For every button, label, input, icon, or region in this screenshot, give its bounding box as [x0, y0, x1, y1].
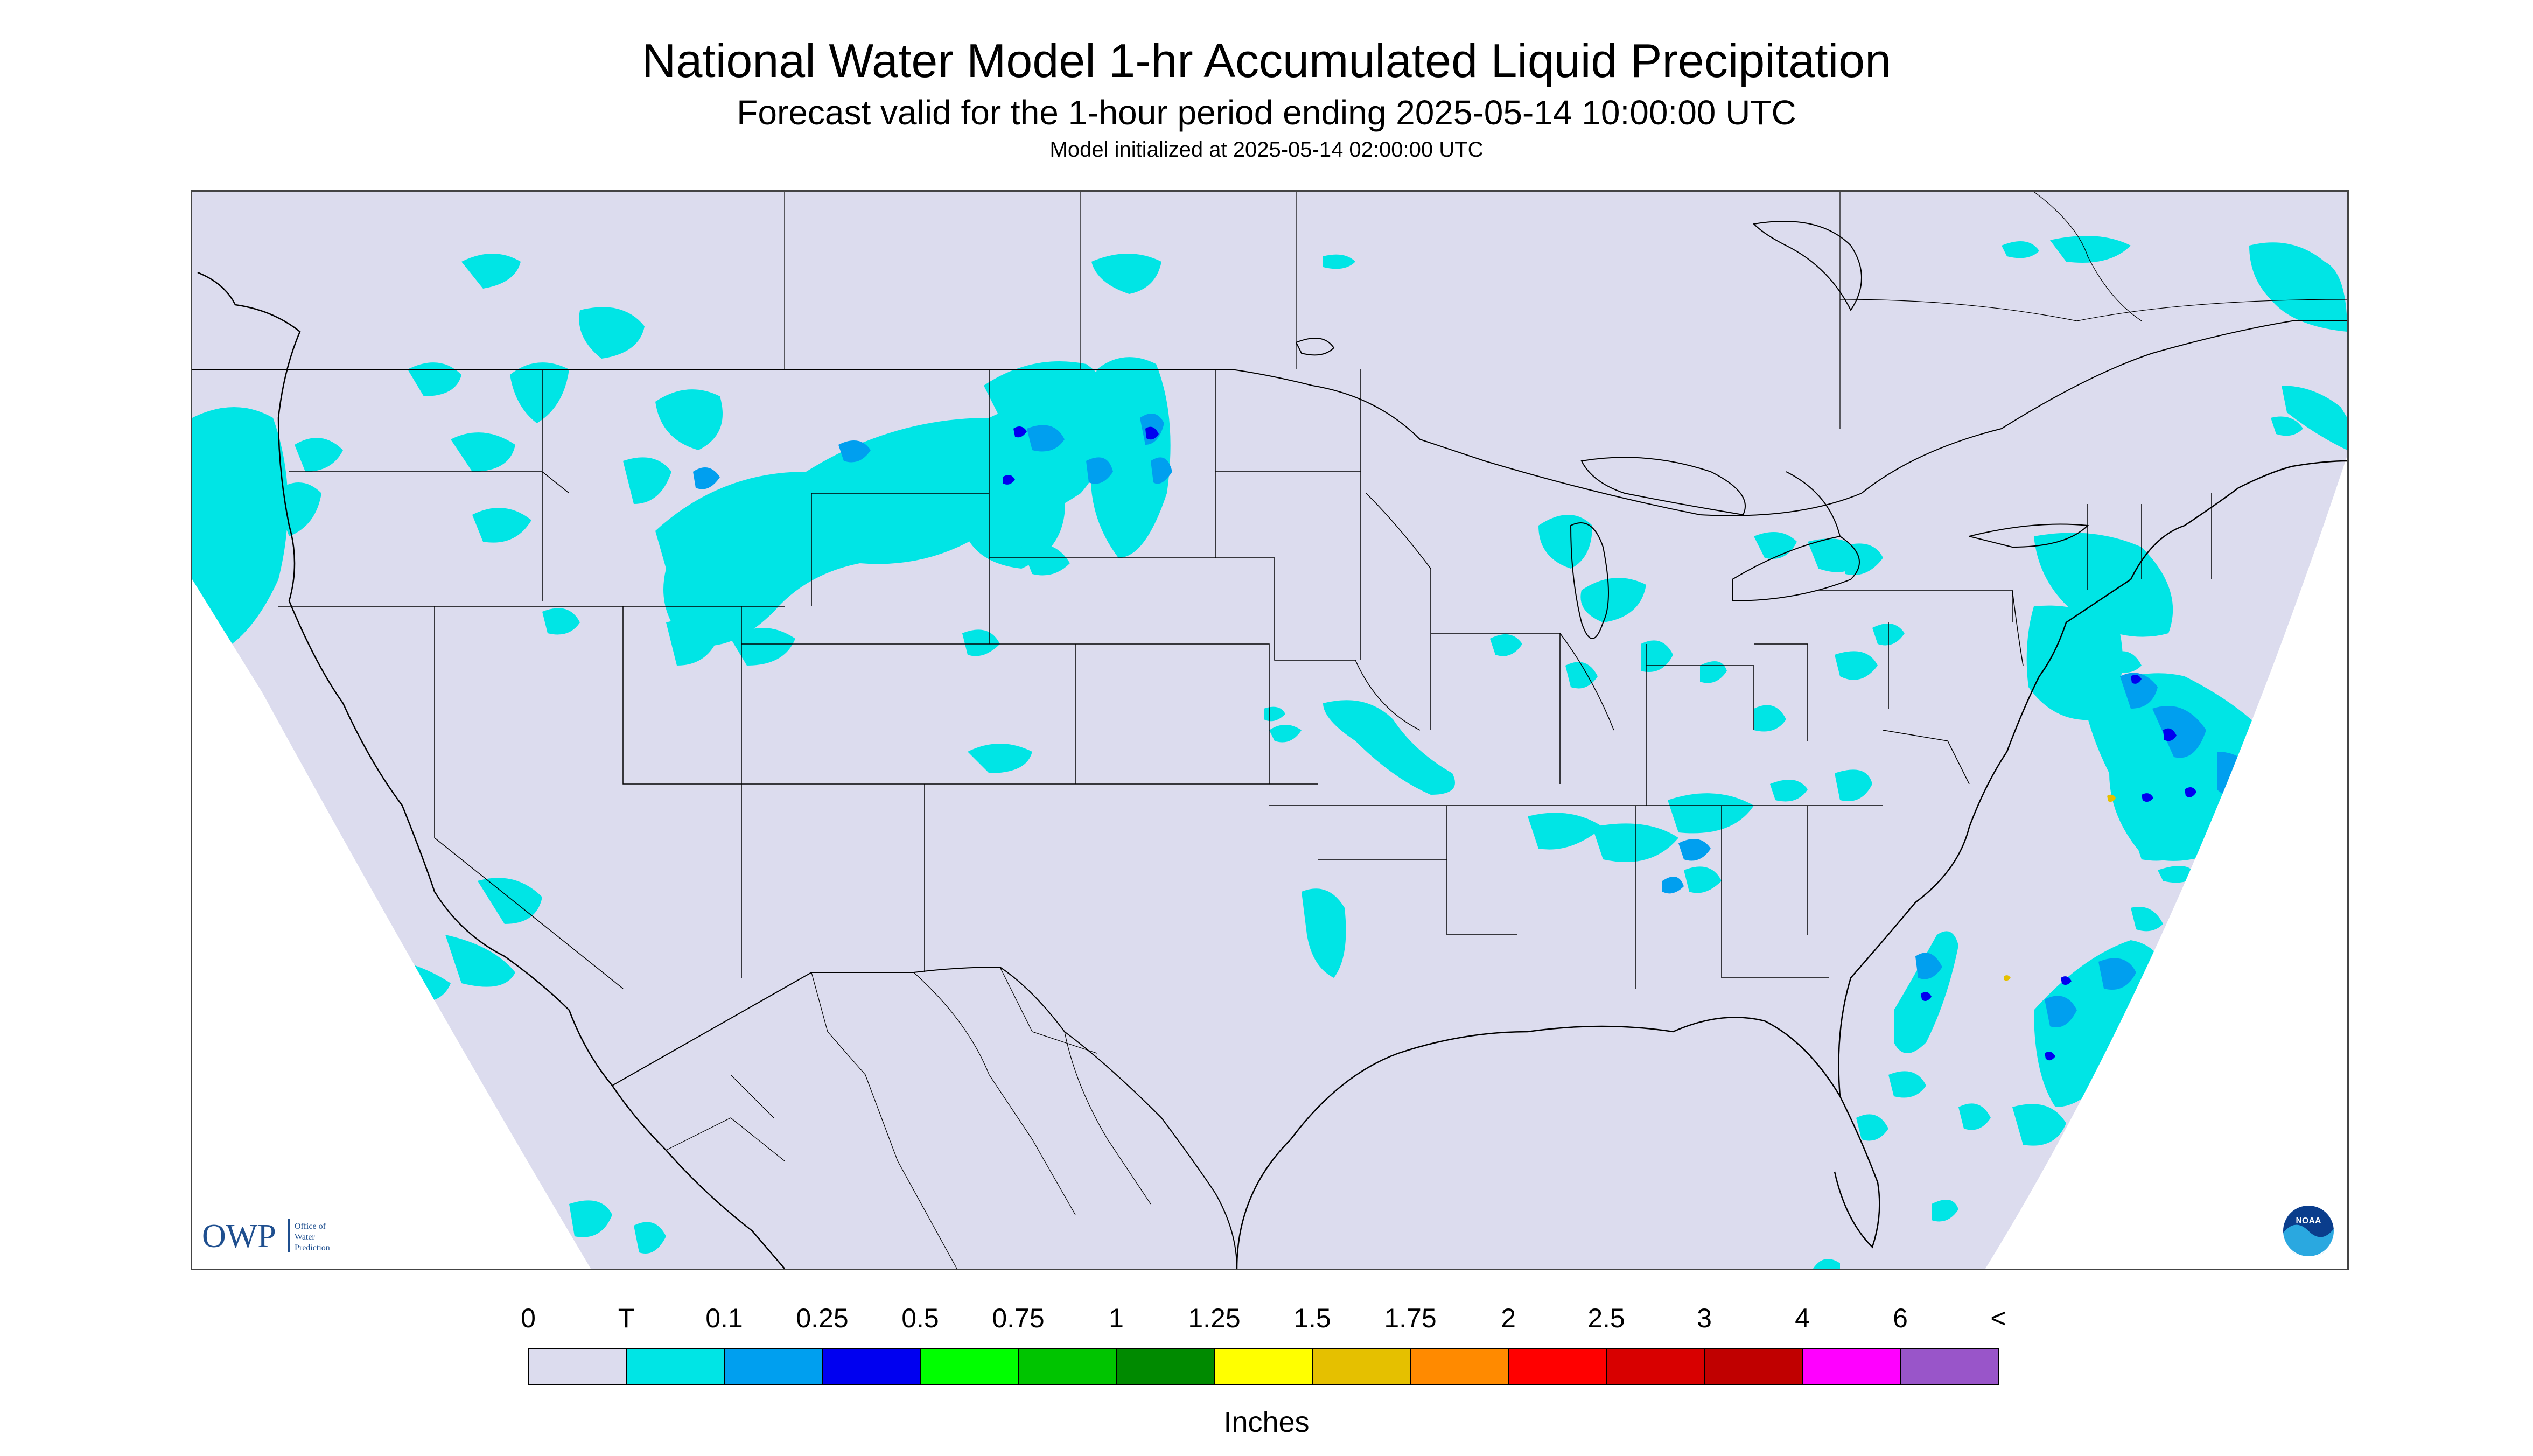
- atlantic-coastline: [1838, 460, 2347, 1097]
- legend-swatches: [528, 1348, 1999, 1385]
- noaa-logo-text: NOAA: [2296, 1216, 2321, 1226]
- legend-swatch: [724, 1348, 823, 1385]
- legend-tick-label: 2.5: [1587, 1303, 1625, 1333]
- legend-units-label: Inches: [1223, 1406, 1310, 1438]
- owp-logo-letters: OWP: [202, 1218, 276, 1255]
- us-canada-border: [192, 320, 2347, 516]
- legend-swatch: [822, 1348, 921, 1385]
- model-init-subtitle: Model initialized at 2025-05-14 02:00:00…: [1049, 138, 1484, 162]
- precip-heavy-spots: [2004, 794, 2116, 981]
- legend-swatch: [1606, 1348, 1705, 1385]
- legend-tick-label: T: [618, 1303, 635, 1333]
- legend-tick-label: 1.75: [1384, 1303, 1436, 1333]
- legend-tick-label: 2: [1501, 1303, 1516, 1333]
- noaa-logo: NOAA: [2282, 1205, 2335, 1257]
- map-canvas: OWP Office of Water Prediction NOAA: [192, 192, 2347, 1269]
- coastline: [197, 271, 785, 1269]
- legend-swatch: [626, 1348, 725, 1385]
- precip-trace-areas: [192, 236, 2347, 1269]
- legend-swatch: [1704, 1348, 1803, 1385]
- legend-swatch: [1802, 1348, 1901, 1385]
- legend-swatch: [528, 1348, 627, 1385]
- legend-swatch: [1410, 1348, 1509, 1385]
- legend-tick-label: 6: [1893, 1303, 1908, 1333]
- northern-coastline: [1295, 221, 1862, 356]
- canada-internal-boundaries: [784, 192, 2347, 429]
- legend-tick-label: 0.5: [901, 1303, 939, 1333]
- legend-tick-label: 1.5: [1293, 1303, 1331, 1333]
- owp-logo: OWP Office of Water Prediction: [202, 1218, 330, 1255]
- legend-tick-label: <: [1990, 1303, 2006, 1333]
- us-mexico-border: [612, 966, 1237, 1269]
- legend-swatch: [1900, 1348, 1999, 1385]
- legend-swatch: [1214, 1348, 1313, 1385]
- legend-tick-label: 0.75: [992, 1303, 1044, 1333]
- owp-logo-line-2: Water: [295, 1233, 315, 1242]
- owp-logo-line-3: Prediction: [295, 1243, 330, 1252]
- legend-tick-label: 1.25: [1188, 1303, 1240, 1333]
- map-title: National Water Model 1-hr Accumulated Li…: [641, 34, 1892, 87]
- map-boundaries: [192, 271, 2347, 1269]
- legend-swatch: [1312, 1348, 1411, 1385]
- gulf-coastline: [1236, 1017, 1880, 1269]
- legend-tick-label: 0: [521, 1303, 536, 1333]
- owp-logo-line-1: Office of: [295, 1222, 326, 1231]
- state-boundaries: [278, 369, 2212, 989]
- legend-tick-label: 0.1: [705, 1303, 743, 1333]
- legend-tick-label: 0.25: [796, 1303, 848, 1333]
- forecast-valid-subtitle: Forecast valid for the 1-hour period end…: [737, 93, 1796, 132]
- great-lakes: [1570, 457, 2089, 639]
- precip-moderate-areas: [1003, 426, 2196, 1061]
- legend-swatch: [920, 1348, 1019, 1385]
- mexico-internal-boundaries: [666, 967, 1151, 1269]
- legend-swatch: [1116, 1348, 1215, 1385]
- precipitation-legend: 0 T 0.1 0.25 0.5 0.75 1 1.25 1.5 1.75 2 2.5 3 4 6 <: [521, 1303, 2006, 1385]
- legend-tick-label: 1: [1109, 1303, 1124, 1333]
- legend-tick-label: 4: [1795, 1303, 1810, 1333]
- legend-swatch: [1018, 1348, 1117, 1385]
- precipitation-map: OWP Office of Water Prediction NOAA: [191, 190, 2349, 1270]
- legend-swatch: [1508, 1348, 1607, 1385]
- legend-tick-label: 3: [1697, 1303, 1712, 1333]
- legend-tick-labels: 0 T 0.1 0.25 0.5 0.75 1 1.25 1.5 1.75 2 2.5 3 4 6 <: [521, 1303, 2006, 1333]
